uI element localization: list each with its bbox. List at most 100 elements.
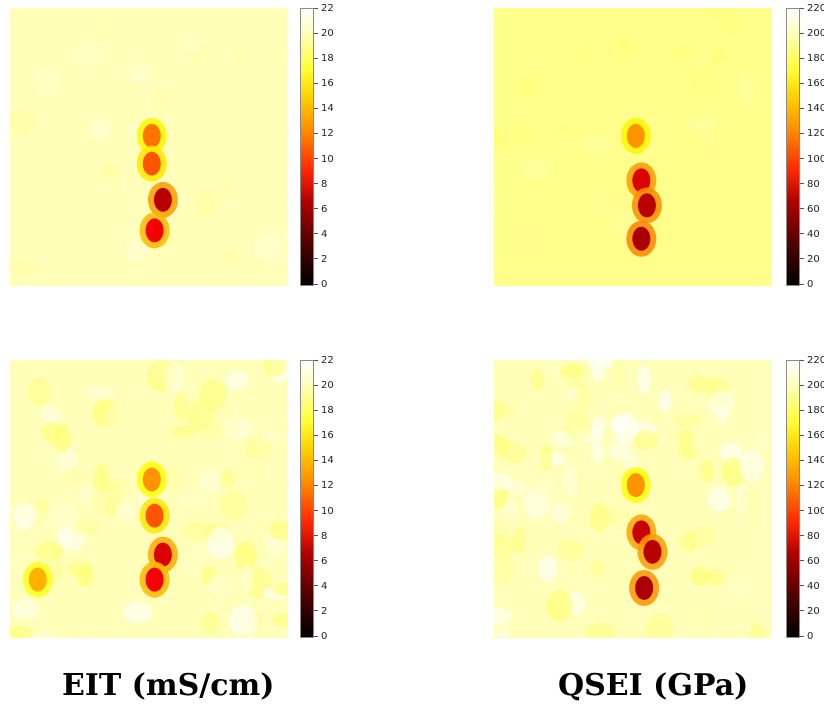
heatmap-texture	[613, 412, 639, 445]
colorbar-tick-label: 180	[804, 406, 824, 416]
colorbar-tick-label: 0	[318, 280, 327, 290]
colorbar-ticks-qsei-top: 0 20 40 60 80 100 120 140 160 180 200 220	[804, 4, 824, 290]
heatmap-texture	[739, 449, 764, 482]
heatmap-texture	[720, 442, 744, 464]
heatmap-texture	[183, 35, 200, 57]
colorbar-eit-top	[300, 8, 314, 286]
colorbar-tick-label: 220	[804, 4, 824, 14]
heatmap-texture	[672, 413, 702, 428]
heatmap-texture	[591, 416, 606, 435]
colorbar-tick-label: 8	[318, 531, 327, 542]
heatmap-texture	[62, 467, 89, 487]
colorbar-tick-label: 160	[804, 79, 824, 89]
heatmap-eit-top	[7, 8, 288, 286]
colorbar-tick-label: 160	[804, 431, 824, 441]
heatmap-texture	[11, 598, 39, 620]
crack-blob	[626, 123, 645, 148]
heatmap-texture	[4, 625, 33, 640]
colorbar-tick-label: 16	[318, 79, 334, 89]
heatmap-texture	[591, 361, 605, 382]
colorbar-tick-label: 6	[318, 204, 327, 215]
heatmap-texture	[221, 250, 240, 264]
crack-blob	[632, 226, 651, 251]
crack-blob	[142, 123, 161, 148]
heatmap-texture	[533, 477, 557, 499]
heatmap-texture	[76, 566, 94, 587]
heatmap-texture	[193, 187, 220, 217]
heatmap-eit-bottom	[3, 352, 304, 648]
heatmap-texture	[157, 29, 175, 51]
crack-blob	[145, 218, 164, 243]
heatmap-texture	[564, 416, 592, 442]
heatmap-texture	[268, 520, 291, 541]
heatmap-texture	[220, 179, 234, 202]
crack-blob	[28, 567, 47, 592]
heatmap-texture	[512, 75, 543, 97]
heatmap-texture	[545, 589, 573, 622]
heatmap-texture	[563, 466, 578, 496]
heatmap-texture	[86, 386, 115, 400]
heatmap-texture	[128, 63, 153, 84]
colorbar-eit-bottom	[300, 360, 314, 638]
crack-blob	[626, 473, 645, 498]
heatmap-texture	[580, 44, 595, 58]
colorbar-qsei-bottom	[786, 360, 800, 638]
crack-blob	[153, 542, 172, 567]
heatmap-texture	[488, 534, 517, 559]
colorbar-ticks-eit-bottom: 0 2 4 6 8 10 12 14 16 18 20 22	[318, 356, 358, 642]
heatmap-texture	[234, 540, 258, 571]
heatmap-texture	[686, 605, 715, 628]
heatmap-texture	[633, 429, 658, 450]
heatmap-texture	[613, 503, 630, 520]
colorbar-tick-label: 180	[804, 54, 824, 64]
heatmap-texture	[721, 457, 745, 487]
heatmap-texture	[265, 49, 286, 73]
colorbar-tick-label: 200	[804, 29, 824, 39]
colorbar-tick-label: 20	[804, 606, 820, 617]
colorbar-tick-label: 40	[804, 581, 820, 592]
heatmap-texture	[116, 581, 142, 594]
heatmap-texture	[234, 461, 263, 480]
heatmap-texture	[116, 502, 136, 521]
heatmap-texture	[207, 527, 234, 559]
heatmap-texture	[206, 576, 232, 596]
colorbar-tick-label: 60	[804, 204, 820, 215]
heatmap-texture	[79, 487, 93, 502]
colorbar-ticks-qsei-bottom: 0 20 40 60 80 100 120 140 160 180 200 220	[804, 356, 824, 642]
colorbar-tick-label: 10	[318, 506, 334, 517]
colorbar-tick-label: 20	[804, 254, 820, 265]
colorbar-tick-label: 12	[318, 481, 334, 491]
caption-qsei: QSEI (GPa)	[558, 668, 749, 703]
heatmap-texture	[178, 492, 207, 509]
heatmap-texture	[173, 392, 189, 422]
heatmap-texture	[254, 234, 282, 260]
heatmap-texture	[645, 613, 674, 645]
heatmap-texture	[707, 391, 734, 416]
colorbar-tick-label: 220	[804, 356, 824, 366]
heatmap-texture	[589, 502, 609, 533]
heatmap-texture	[608, 439, 631, 461]
heatmap-texture	[592, 194, 624, 217]
heatmap-texture	[539, 445, 553, 470]
heatmap-texture	[590, 440, 605, 463]
colorbar-tick-label: 22	[318, 356, 334, 366]
heatmap-texture	[89, 119, 112, 141]
heatmap-texture	[739, 74, 754, 105]
heatmap-texture	[154, 86, 170, 114]
heatmap-texture	[637, 365, 651, 395]
colorbar-tick-label: 20	[318, 29, 334, 39]
heatmap-texture	[544, 354, 564, 379]
colorbar-tick-label: 8	[318, 179, 327, 190]
heatmap-texture	[699, 460, 715, 483]
heatmap-texture	[19, 242, 44, 263]
heatmap-texture	[671, 43, 702, 62]
heatmap-texture	[615, 36, 634, 58]
heatmap-texture	[687, 117, 718, 133]
crack-blob	[153, 187, 172, 212]
colorbar-tick-label: 100	[804, 506, 824, 517]
colorbar-tick-label: 120	[804, 129, 824, 139]
heatmap-texture	[27, 377, 52, 406]
crack-blob	[145, 503, 164, 528]
colorbar-tick-label: 0	[804, 280, 813, 290]
colorbar-tick-label: 16	[318, 431, 334, 441]
